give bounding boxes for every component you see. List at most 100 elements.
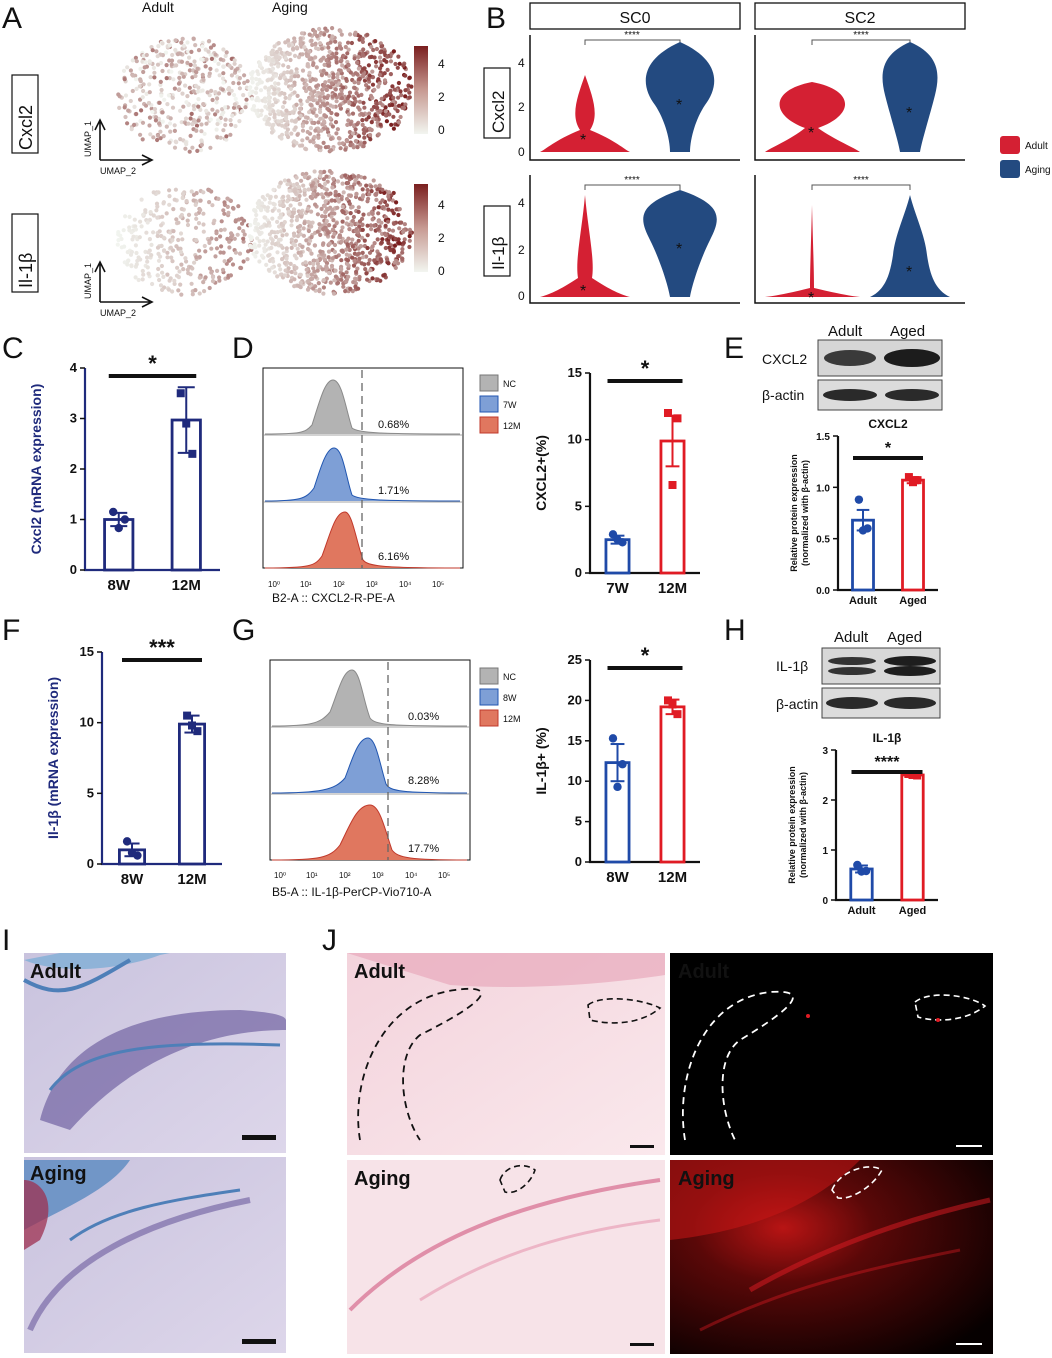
- umap-cell: [250, 70, 255, 75]
- umap-cell: [300, 52, 305, 57]
- panel-label-e: E: [724, 332, 744, 365]
- umap-cell: [346, 47, 351, 52]
- umap-axis-x-label: UMAP_2: [100, 308, 136, 318]
- umap-cell: [138, 219, 143, 224]
- umap-cell: [292, 53, 298, 59]
- umap-cell: [185, 222, 191, 228]
- svg-text:10³: 10³: [366, 580, 378, 589]
- umap-cell: [376, 84, 381, 89]
- umap-cell: [401, 229, 406, 235]
- blot-col-aged: Aged: [887, 629, 922, 646]
- violin-y-tick: 2: [518, 100, 525, 114]
- umap-cell: [292, 284, 297, 289]
- umap-cell: [248, 223, 253, 228]
- umap-cell: [311, 61, 316, 66]
- colorbar-tick: 4: [438, 198, 445, 212]
- umap-cell: [356, 105, 361, 110]
- umap-cell: [334, 131, 339, 136]
- umap-cell: [383, 109, 388, 114]
- umap-cell: [218, 250, 223, 255]
- he-label-aging: Aging: [354, 1168, 411, 1190]
- umap-cell: [369, 44, 374, 50]
- legend-swatch-aging: [1000, 160, 1020, 178]
- umap-cell: [322, 95, 327, 100]
- umap-cell: [140, 268, 145, 274]
- umap-cell: [257, 77, 262, 82]
- y-tick-label: 3: [822, 746, 828, 757]
- umap-cell: [224, 134, 229, 139]
- umap-cell: [329, 198, 335, 203]
- umap-cell: [196, 221, 202, 226]
- umap-cell: [139, 108, 144, 113]
- umap-cell: [183, 116, 189, 121]
- umap-cell: [162, 97, 167, 102]
- umap-cell: [138, 97, 143, 102]
- umap-cell: [323, 199, 328, 204]
- umap-cell: [214, 231, 219, 236]
- umap-cell: [356, 174, 361, 179]
- umap-cell: [312, 107, 317, 112]
- umap-cell: [204, 121, 209, 126]
- umap-cell: [123, 114, 128, 120]
- y-tick-label: 1.0: [816, 483, 830, 494]
- umap-cell: [295, 214, 300, 220]
- umap-cell: [330, 227, 336, 232]
- umap-cell: [194, 212, 199, 217]
- umap-cell: [210, 97, 215, 103]
- umap-cell: [341, 210, 346, 215]
- umap-cell: [402, 237, 407, 242]
- umap-cell: [321, 291, 326, 296]
- umap-cell: [374, 46, 379, 52]
- umap-cell: [292, 277, 297, 282]
- x-tick-label: 12M: [172, 577, 201, 594]
- umap-axes-1: UMAP_1 UMAP_2: [83, 118, 154, 176]
- umap-cell: [322, 257, 328, 262]
- umap-cell: [317, 289, 322, 294]
- umap-cell: [156, 44, 161, 49]
- umap-cell: [210, 279, 216, 284]
- umap-cell: [289, 131, 294, 136]
- umap-cell: [327, 223, 332, 228]
- umap-cell: [128, 68, 133, 73]
- umap-cell: [268, 69, 273, 74]
- sig-stars: ****: [624, 30, 640, 41]
- flow-legend-swatch-nc: [479, 667, 499, 685]
- umap-cell: [280, 123, 285, 128]
- umap-cell: [247, 91, 252, 96]
- umap-cell: [298, 210, 304, 215]
- umap-cell: [178, 137, 183, 142]
- umap-cell: [355, 60, 360, 65]
- umap-cell: [403, 94, 408, 99]
- data-point: [608, 734, 618, 743]
- umap-cell: [302, 174, 307, 180]
- umap-cell: [333, 87, 338, 92]
- umap-cell: [328, 280, 333, 285]
- umap-cell: [366, 85, 371, 90]
- umap-cell: [186, 212, 192, 217]
- umap-cell: [334, 55, 339, 61]
- umap-cell: [335, 75, 340, 80]
- umap-cell: [220, 87, 225, 92]
- umap-cell: [302, 187, 307, 192]
- data-point: [193, 727, 202, 736]
- umap-cell: [352, 174, 357, 179]
- umap-cell: [194, 216, 199, 221]
- umap-cell: [300, 172, 305, 177]
- umap-cell: [122, 77, 127, 82]
- umap-cell: [159, 223, 164, 228]
- umap-cell: [174, 63, 179, 68]
- umap-cell: [286, 266, 291, 271]
- umap-cell: [237, 76, 242, 81]
- umap-cell: [368, 132, 373, 138]
- umap-cell: [330, 207, 335, 212]
- y-tick-label: 15: [568, 733, 582, 748]
- umap-cell: [340, 63, 345, 68]
- umap-cell: [209, 270, 214, 275]
- umap-cell: [346, 118, 351, 123]
- umap-cell: [165, 255, 170, 260]
- umap-cell: [254, 250, 259, 255]
- umap-cell: [231, 80, 236, 86]
- umap-cell: [267, 55, 272, 61]
- umap-cell: [171, 207, 176, 212]
- blot-band: [884, 349, 940, 367]
